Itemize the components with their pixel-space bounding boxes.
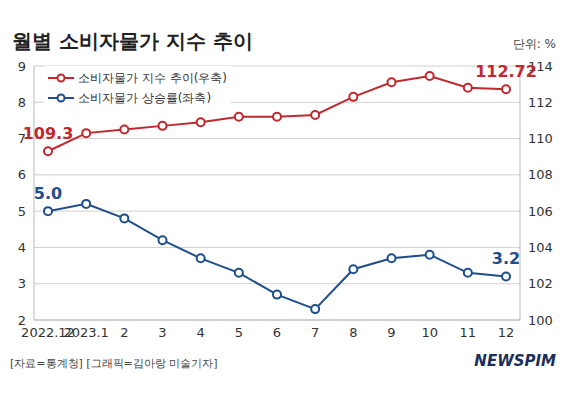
html-text:월별 소비자물가 지수 추이: 월별 소비자물가 지수 추이 bbox=[12, 29, 253, 53]
svg-text:109.3: 109.3 bbox=[23, 124, 74, 143]
svg-text:9: 9 bbox=[18, 59, 26, 74]
html-text:단위: %: 단위: % bbox=[512, 37, 556, 51]
svg-text:106: 106 bbox=[528, 204, 553, 219]
svg-text:5.0: 5.0 bbox=[34, 184, 62, 203]
svg-text:4: 4 bbox=[18, 240, 26, 255]
svg-text:3: 3 bbox=[18, 276, 26, 291]
svg-text:9: 9 bbox=[387, 325, 395, 340]
svg-text:108: 108 bbox=[528, 167, 553, 182]
svg-text:5: 5 bbox=[18, 204, 26, 219]
svg-text:112.72: 112.72 bbox=[475, 62, 537, 81]
html-text:NEWSPIM: NEWSPIM bbox=[474, 352, 556, 370]
svg-text:2: 2 bbox=[120, 325, 128, 340]
svg-text:5: 5 bbox=[235, 325, 243, 340]
svg-text:11: 11 bbox=[460, 325, 477, 340]
svg-text:2023.1: 2023.1 bbox=[63, 325, 109, 340]
svg-text:6: 6 bbox=[273, 325, 281, 340]
html-text:소비자물가 지수 추이(우축): 소비자물가 지수 추이(우축) bbox=[78, 70, 227, 85]
svg-text:2: 2 bbox=[18, 313, 26, 328]
svg-text:114: 114 bbox=[528, 58, 553, 74]
svg-text:8: 8 bbox=[349, 325, 357, 340]
svg-text:102: 102 bbox=[528, 276, 553, 291]
svg-text:3.2: 3.2 bbox=[492, 249, 520, 268]
svg-text:110: 110 bbox=[528, 131, 553, 146]
svg-text:100: 100 bbox=[528, 313, 553, 328]
svg-text:2022.12: 2022.12 bbox=[21, 325, 75, 341]
svg-text:3: 3 bbox=[158, 325, 166, 340]
svg-text:8: 8 bbox=[18, 95, 26, 110]
svg-text:112: 112 bbox=[528, 95, 553, 110]
svg-text:12: 12 bbox=[498, 325, 515, 340]
svg-text:7: 7 bbox=[311, 325, 319, 340]
svg-text:4: 4 bbox=[197, 325, 205, 340]
svg-text:104: 104 bbox=[528, 240, 553, 255]
html-text:[자료=통계청] [그래픽=김아랑 미술기자]: [자료=통계청] [그래픽=김아랑 미술기자] bbox=[10, 357, 218, 370]
html-text:소비자물가 상승률(좌축): 소비자물가 상승률(좌축) bbox=[78, 90, 212, 105]
svg-text:6: 6 bbox=[18, 167, 26, 182]
svg-text:10: 10 bbox=[421, 325, 438, 340]
